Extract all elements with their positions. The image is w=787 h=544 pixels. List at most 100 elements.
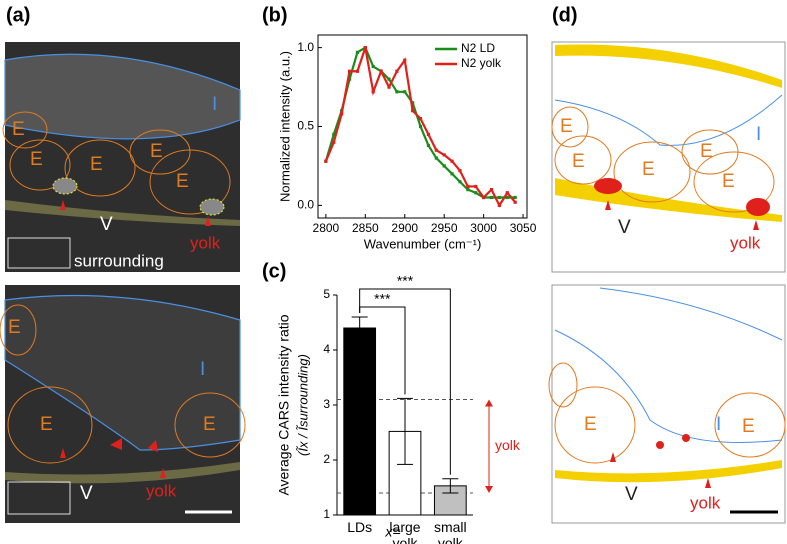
point xyxy=(387,85,391,89)
y-axis-formula: (Ĩx / Ĩsurrounding) xyxy=(295,354,310,456)
image-label: I xyxy=(756,124,761,145)
x-tick-label: 2800 xyxy=(313,221,340,235)
x-axis-label: Wavenumber (cm⁻¹) xyxy=(364,236,482,251)
image-label: E xyxy=(8,317,21,338)
y-tick-label: 3 xyxy=(323,397,330,411)
x-tick-label: large yolk xyxy=(389,519,420,544)
x-tick-label: 2950 xyxy=(431,221,458,235)
range-label: yolk xyxy=(495,437,521,453)
y-axis-label: Average CARS intensity ratio xyxy=(276,314,292,495)
point xyxy=(411,109,415,113)
image-label: I xyxy=(200,359,205,380)
point xyxy=(347,69,352,73)
y-tick-label: 5 xyxy=(323,287,330,301)
image-label: E xyxy=(700,141,713,162)
point xyxy=(505,191,509,195)
image-label: E xyxy=(560,116,573,137)
y-tick-label: 1 xyxy=(323,507,330,521)
point xyxy=(458,169,462,173)
point xyxy=(332,140,336,144)
x-tick-label: 3050 xyxy=(510,221,537,235)
point xyxy=(418,124,423,129)
point xyxy=(347,77,352,81)
point xyxy=(340,112,344,116)
point xyxy=(403,90,407,94)
panel-label: (b) xyxy=(262,4,288,26)
range-arrow-head xyxy=(485,486,493,493)
point xyxy=(482,195,486,200)
range-arrow-head xyxy=(485,399,493,407)
image-label: yolk xyxy=(690,493,721,512)
image-label: V xyxy=(625,484,638,505)
image-label: E xyxy=(30,149,43,170)
x-axis-label: x= xyxy=(384,524,400,540)
point xyxy=(450,172,454,176)
bar xyxy=(343,327,377,516)
segmentation xyxy=(548,284,786,524)
legend-label: N2 LD xyxy=(461,41,495,55)
panel-label: (d) xyxy=(552,4,578,26)
point xyxy=(466,188,470,192)
image-label: E xyxy=(642,159,655,180)
x-tick-label: small yolk xyxy=(434,519,467,544)
x-tick-label: 3000 xyxy=(470,221,497,235)
point xyxy=(387,77,391,81)
point xyxy=(513,195,517,200)
legend-label: N2 yolk xyxy=(461,56,502,70)
point xyxy=(379,69,383,73)
image-label: yolk xyxy=(730,233,761,252)
point xyxy=(466,184,470,189)
image-label: E xyxy=(90,154,103,175)
point xyxy=(497,195,501,200)
point xyxy=(513,200,517,204)
point xyxy=(332,132,336,136)
significance-label: *** xyxy=(397,273,414,289)
significance-label: *** xyxy=(374,291,391,307)
point xyxy=(363,46,367,50)
image-label: E xyxy=(742,416,755,437)
x-tick-label: 2900 xyxy=(391,221,418,235)
x-tick-label: 2850 xyxy=(352,221,379,235)
image-label: V xyxy=(100,214,113,235)
point xyxy=(411,101,415,105)
y-tick-label: 2 xyxy=(323,452,330,466)
image-label: yolk xyxy=(190,233,221,252)
micrograph xyxy=(2,42,241,272)
point xyxy=(505,195,509,200)
segmentation xyxy=(551,41,786,273)
point xyxy=(426,132,431,136)
image-label: I xyxy=(716,414,721,435)
image-label: surrounding xyxy=(74,251,164,270)
point xyxy=(489,195,494,200)
point xyxy=(442,164,446,168)
y-tick-label: 0.0 xyxy=(297,198,314,212)
x-tick-label: LDs xyxy=(347,519,372,535)
image-label: E xyxy=(584,414,597,435)
point xyxy=(355,50,360,54)
point xyxy=(395,90,399,94)
significance-bracket xyxy=(359,288,451,475)
point xyxy=(489,188,494,192)
point xyxy=(434,148,438,152)
y-tick-label: 1.0 xyxy=(297,40,314,54)
point xyxy=(403,58,407,62)
image-label: E xyxy=(40,414,53,435)
panel-label: (c) xyxy=(262,260,286,282)
point xyxy=(450,159,454,163)
micrograph xyxy=(0,285,246,523)
image-label: E xyxy=(12,119,25,140)
point xyxy=(426,143,431,148)
point xyxy=(355,69,360,73)
point xyxy=(371,64,375,69)
image-label: E xyxy=(722,171,735,192)
point xyxy=(324,159,328,163)
image-label: E xyxy=(176,171,189,192)
image-label: V xyxy=(618,217,631,238)
point xyxy=(442,153,446,157)
image-label: E xyxy=(572,151,585,172)
y-axis-label: Normalized intensity (a.u.) xyxy=(277,51,292,202)
point xyxy=(474,191,478,195)
y-tick-label: 0.5 xyxy=(297,119,314,133)
image-label: yolk xyxy=(146,481,177,500)
